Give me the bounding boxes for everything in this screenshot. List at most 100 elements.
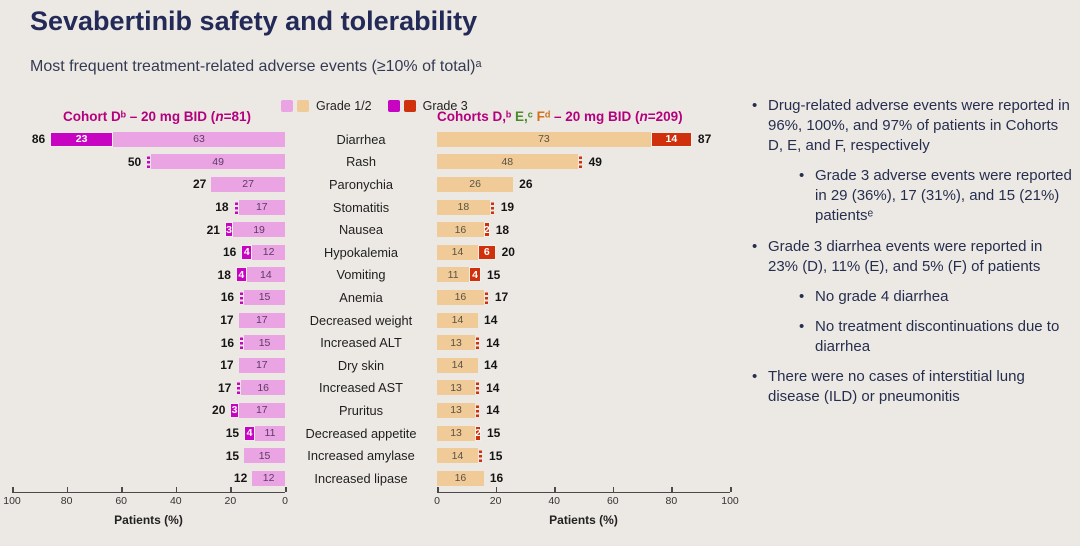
bar-segment-grade12: 13: [437, 380, 476, 396]
right-bar: 13 14: [437, 335, 730, 351]
bullet-item: • No treatment discontinuations due to di…: [799, 317, 1076, 357]
bar-segment-grade12: 17: [238, 402, 285, 418]
bar-segment-grade3: 4: [469, 267, 481, 283]
left-bar: 21 3 19: [12, 222, 285, 238]
bullet-dot: •: [799, 317, 805, 335]
cohort-left-title: Cohort Dᵇ – 20 mg BID (n=81): [12, 109, 302, 124]
right-total-label: 14: [484, 313, 498, 328]
right-total-label: 14: [486, 403, 500, 418]
bar-segment-grade12: 13: [437, 425, 476, 441]
left-total-label: 17: [220, 313, 234, 328]
left-bar: 17 17: [12, 357, 285, 373]
bar-segment-grade12: 15: [244, 448, 285, 464]
ae-label: Pruritus: [338, 402, 384, 418]
bullet-item: • There were no cases of interstitial lun…: [752, 367, 1076, 407]
bar-segment-grade3: 2: [483, 222, 490, 238]
cohort-title-segment: n: [215, 109, 224, 124]
grade3-sliver: [476, 403, 480, 417]
chart-legend: Grade 1/2 Grade 3: [281, 99, 484, 113]
ae-label: Anemia: [339, 289, 383, 305]
left-bar: 16 15: [12, 335, 285, 351]
right-bar: 14 15: [437, 448, 730, 464]
bar-segment-grade3: 23: [50, 131, 114, 147]
left-total-label: 18: [215, 200, 229, 215]
bullet-text: There were no cases of interstitial lung…: [768, 368, 1025, 406]
axis-tick: [66, 487, 69, 492]
axis-tick: [285, 487, 287, 492]
left-total-label: 16: [222, 245, 237, 260]
right-bar: 11 4 15: [437, 267, 730, 283]
right-bar: 13 14: [437, 402, 730, 418]
chart-row: 18 17 Stomatitis 18 19: [12, 196, 730, 219]
left-bar: 20 3 17: [12, 402, 285, 418]
cohort-title-segment: Cohorts D,ᵇ: [437, 109, 516, 124]
cohort-title-segment: =209): [647, 109, 683, 124]
right-bar: 16 16: [437, 470, 730, 486]
chart-row: 17 16 Increased AST 13 14: [12, 377, 730, 400]
summary-bullets: • Drug-related adverse events were report…: [752, 96, 1076, 417]
bar-segment-grade3: 4: [241, 244, 253, 260]
axis-tick: [554, 487, 556, 492]
legend-swatch-icon: [281, 100, 293, 112]
legend-swatch-icon: [403, 100, 416, 112]
left-total-label: 12: [233, 471, 248, 486]
page-title: Sevabertinib safety and tolerability: [30, 6, 478, 36]
bullet-text: Grade 3 adverse events were reported in …: [815, 167, 1072, 225]
axis-tick: [495, 487, 498, 492]
left-x-axis: 100 80 60 40 20 0: [3, 487, 288, 532]
bar-segment-grade12: 14: [437, 357, 479, 373]
right-bar: 26 26: [437, 176, 730, 192]
right-bar: 16 17: [437, 289, 730, 305]
chart-row: 17 17 Decreased weight 14 14: [12, 309, 730, 332]
bar-segment-grade12: 16: [437, 222, 484, 238]
right-bar: 14 14: [437, 357, 730, 373]
left-total-label: 21: [206, 222, 220, 237]
left-bar: 17 16: [12, 380, 285, 396]
chart-rows: 86 23 63 Diarrhea 73 14 87 50 49 Rash 48 49 27 27 Paro…: [12, 128, 730, 490]
chart-row: 16 15 Increased ALT 13 14: [12, 331, 730, 354]
left-total-label: 15: [225, 426, 240, 441]
axis-tick-label: 100: [721, 495, 739, 507]
ae-label: Increased lipase: [314, 470, 408, 486]
ae-label: Paronychia: [328, 176, 394, 192]
axis-tick: [121, 487, 123, 492]
axis-tick-label: 60: [115, 495, 128, 507]
ae-label: Increased ALT: [320, 335, 402, 351]
bar-segment-grade12: 13: [437, 335, 476, 351]
axis-tick-label: 80: [665, 495, 678, 507]
right-total-label: 20: [501, 245, 515, 260]
axis-tick: [230, 487, 232, 492]
chart-row: 50 49 Rash 48 49: [12, 151, 730, 174]
chart-row: 18 4 14 Vomiting 11 4 15: [12, 264, 730, 287]
axis-tick-label: 20: [224, 495, 237, 507]
bar-segment-grade12: 19: [233, 222, 285, 238]
bar-segment-grade12: 27: [211, 176, 285, 192]
left-total-label: 17: [217, 380, 232, 395]
left-bar: 16 15: [12, 289, 285, 305]
bullet-item: • Grade 3 adverse events were reported in…: [799, 166, 1076, 226]
right-total-label: 15: [486, 267, 501, 282]
bullet-dot: •: [752, 97, 758, 114]
ae-label: Increased amylase: [307, 448, 415, 464]
bar-segment-grade12: 26: [437, 176, 514, 192]
axis-tick-label: 60: [606, 495, 619, 507]
right-bar: 16 2 18: [437, 222, 730, 238]
bar-segment-grade12: 13: [437, 402, 476, 418]
right-total-label: 16: [489, 471, 504, 486]
bar-segment-grade12: 15: [244, 335, 285, 351]
bullet-text: No grade 4 diarrhea: [815, 287, 949, 305]
legend-item: Grade 3: [387, 99, 468, 113]
left-axis-title: Patients (%): [114, 513, 183, 527]
axis-tick-label: 40: [169, 495, 182, 507]
grade3-sliver: [490, 200, 494, 214]
bar-segment-grade12: 17: [238, 357, 285, 373]
ae-label: Nausea: [338, 222, 384, 238]
grade3-sliver: [476, 336, 480, 350]
right-total-label: 18: [495, 222, 510, 237]
right-total-label: 87: [697, 132, 712, 147]
right-bar: 13 14: [437, 380, 730, 396]
bullet-text: Drug-related adverse events were reporte…: [768, 97, 1070, 155]
cohort-title-segment: Fᵈ: [536, 109, 554, 124]
axis-tick: [437, 487, 439, 492]
